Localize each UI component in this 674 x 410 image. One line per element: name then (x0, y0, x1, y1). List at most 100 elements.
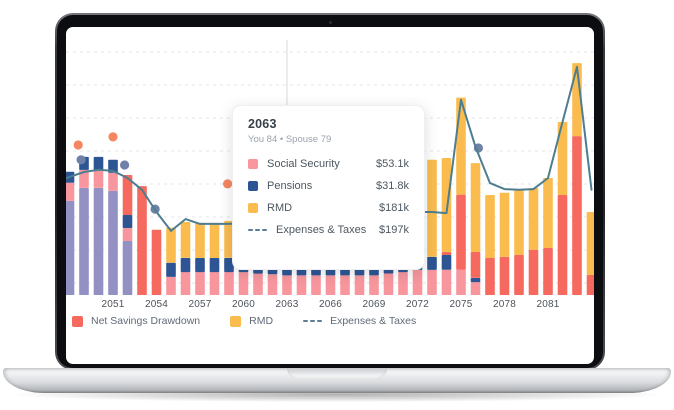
bar-segment-rmd[interactable] (224, 220, 234, 258)
bar-segment-social_security[interactable] (166, 276, 176, 295)
bar-segment-pensions[interactable] (209, 258, 220, 273)
scatter-dot-orange (223, 179, 233, 189)
bar-segment-social_security[interactable] (282, 275, 292, 295)
bar-segment-social_security[interactable] (253, 273, 263, 296)
x-tick-label: 2078 (492, 299, 517, 310)
legend-item-expenses_and_taxes[interactable]: Expenses & Taxes (303, 315, 416, 327)
bar-segment-social_security[interactable] (456, 269, 466, 295)
legend-item-net_savings_drawdown[interactable]: Net Savings Drawdown (72, 315, 200, 327)
bar-segment-net_savings_drawdown[interactable] (151, 229, 162, 295)
tooltip-year: 2063 (248, 117, 277, 131)
bar-segment-net_savings_drawdown[interactable] (528, 249, 539, 295)
scatter-dot-orange (73, 140, 83, 150)
bar-segment-net_savings_drawdown[interactable] (586, 275, 594, 295)
bar-segment-rmd[interactable] (195, 222, 205, 258)
bar-segment-net_savings_drawdown[interactable] (470, 252, 481, 278)
bar-segment-social_security[interactable] (325, 275, 336, 295)
bar-segment-social_security[interactable] (224, 272, 234, 295)
bar-segment-social_security[interactable] (267, 274, 278, 295)
bar-segment-net_savings_drawdown[interactable] (441, 252, 452, 255)
bar-segment-social_security[interactable] (311, 275, 321, 295)
legend-item-rmd[interactable]: RMD (230, 315, 273, 327)
bar-segment-social_security[interactable] (296, 275, 307, 295)
tooltip-row-rmd: RMD $181k (248, 197, 409, 219)
bar-segment-social_security[interactable] (122, 228, 133, 241)
bar-segment-pensions[interactable] (180, 258, 191, 273)
bar-segment-rmd[interactable] (166, 227, 176, 263)
rmd-swatch-icon (230, 315, 242, 327)
legend-label: RMD (249, 315, 274, 327)
bar-segment-rmd[interactable] (543, 178, 553, 248)
legend-label: Expenses & Taxes (330, 315, 417, 327)
bar-segment-pensions[interactable] (122, 215, 133, 228)
x-tick-label: 2072 (405, 299, 430, 310)
bar-segment-net_savings_drawdown[interactable] (137, 186, 147, 295)
bar-segment-pensions[interactable] (441, 255, 452, 270)
bar-segment-net_savings_drawdown[interactable] (485, 258, 495, 295)
bar-segment-social_security[interactable] (398, 272, 408, 295)
bar-segment-social_security[interactable] (180, 272, 191, 295)
bar-segment-social_security[interactable] (209, 272, 220, 295)
dashed-line-icon (303, 319, 323, 323)
bar-segment-pensions[interactable] (470, 278, 481, 283)
laptop-base (3, 368, 671, 393)
bar-segment-rmd[interactable] (514, 189, 524, 255)
bar-segment-rmd[interactable] (528, 188, 539, 250)
bar-segment-net_savings_drawdown[interactable] (543, 248, 553, 295)
bar-segment-net_savings_drawdown[interactable] (456, 194, 466, 270)
tooltip-rows: Social Security $53.1k Pensions $31.8k RMD $1… (248, 153, 409, 241)
bar-segment-social_security[interactable] (441, 269, 452, 295)
rmd-swatch-icon (248, 203, 258, 213)
bar-segment-social_security[interactable] (383, 273, 394, 296)
bar-segment-net_savings_drawdown[interactable] (499, 256, 510, 295)
bar-segment-social_security[interactable] (66, 182, 75, 201)
bar-segment-pensions[interactable] (166, 262, 176, 277)
bar-segment-rmd[interactable] (180, 222, 191, 258)
bar-segment-rmd[interactable] (586, 212, 594, 275)
bar-segment-social_security[interactable] (354, 275, 365, 295)
bar-segment-net_savings_drawdown[interactable] (514, 255, 524, 295)
bar-segment-social_security[interactable] (108, 172, 118, 191)
bar-segment-net_savings_drawdown[interactable] (572, 136, 582, 295)
dashed-line-icon (248, 228, 267, 232)
bar-segment-rmd[interactable] (499, 192, 510, 257)
x-tick-label: 2060 (231, 299, 256, 310)
scatter-dot-blue (76, 155, 86, 165)
bar-segment-net_savings_drawdown[interactable] (122, 175, 133, 215)
bar-segment-social_security[interactable] (427, 269, 437, 295)
webcam-icon (328, 21, 332, 24)
bar-segment-rmd[interactable] (485, 195, 495, 258)
chart-tooltip: 2063 You 84 • Spouse 79 Social Security $… (232, 105, 425, 270)
bar-segment-rmd[interactable] (209, 222, 220, 258)
bar-segment-unlabeled_purple[interactable] (93, 188, 104, 295)
bar-segment-social_security[interactable] (412, 269, 423, 295)
bar-segment-pensions[interactable] (224, 258, 234, 273)
bar-segment-social_security[interactable] (79, 169, 89, 188)
bar-segment-social_security[interactable] (340, 275, 350, 295)
legend-label: Net Savings Drawdown (91, 315, 201, 327)
bar-segment-rmd[interactable] (470, 163, 481, 252)
bar-segment-social_security[interactable] (93, 169, 104, 188)
bar-segment-rmd[interactable] (427, 159, 437, 257)
bar-segment-social_security[interactable] (369, 275, 379, 295)
bar-segment-pensions[interactable] (195, 258, 205, 273)
bar-segment-social_security[interactable] (195, 272, 205, 295)
x-tick-label: 2051 (101, 299, 125, 310)
bar-segment-rmd[interactable] (441, 158, 452, 253)
tooltip-row-value: $31.8k (375, 180, 409, 192)
bar-segment-pensions[interactable] (427, 256, 437, 270)
scatter-dot-blue (120, 160, 130, 170)
bar-segment-unlabeled_purple[interactable] (122, 240, 133, 295)
bar-segment-net_savings_drawdown[interactable] (557, 195, 568, 295)
bar-segment-pensions[interactable] (93, 156, 104, 170)
bar-segment-unlabeled_purple[interactable] (66, 200, 75, 295)
bar-segment-pensions[interactable] (108, 159, 118, 173)
net_savings_drawdown-swatch-icon (72, 315, 83, 327)
bar-segment-unlabeled_purple[interactable] (108, 190, 118, 295)
bar-segment-rmd[interactable] (557, 122, 568, 195)
x-tick-label: 2057 (188, 299, 212, 310)
bar-segment-social_security[interactable] (470, 282, 481, 295)
bar-segment-social_security[interactable] (238, 272, 249, 295)
bar-segment-unlabeled_purple[interactable] (79, 188, 89, 295)
